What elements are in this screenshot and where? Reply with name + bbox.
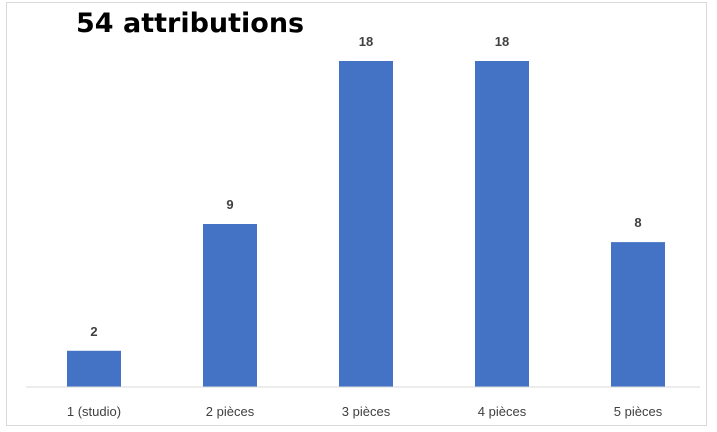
- data-label-4: 18: [495, 34, 509, 49]
- bar-1: [67, 350, 121, 387]
- bar-5: [611, 242, 665, 387]
- data-label-1: 2: [90, 324, 97, 339]
- bar-3: [339, 61, 393, 387]
- bar-2: [203, 224, 257, 387]
- data-label-5: 8: [634, 215, 641, 230]
- data-label-3: 18: [359, 34, 373, 49]
- x-tick-label-3: 3 pièces: [342, 404, 391, 419]
- x-tick-label-4: 4 pièces: [478, 404, 527, 419]
- data-label-2: 9: [226, 197, 233, 212]
- chart-title: 54 attributions: [76, 8, 305, 39]
- bar-4: [475, 61, 529, 387]
- x-tick-label-5: 5 pièces: [614, 404, 663, 419]
- x-tick-label-1: 1 (studio): [67, 404, 121, 419]
- x-tick-label-2: 2 pièces: [206, 404, 255, 419]
